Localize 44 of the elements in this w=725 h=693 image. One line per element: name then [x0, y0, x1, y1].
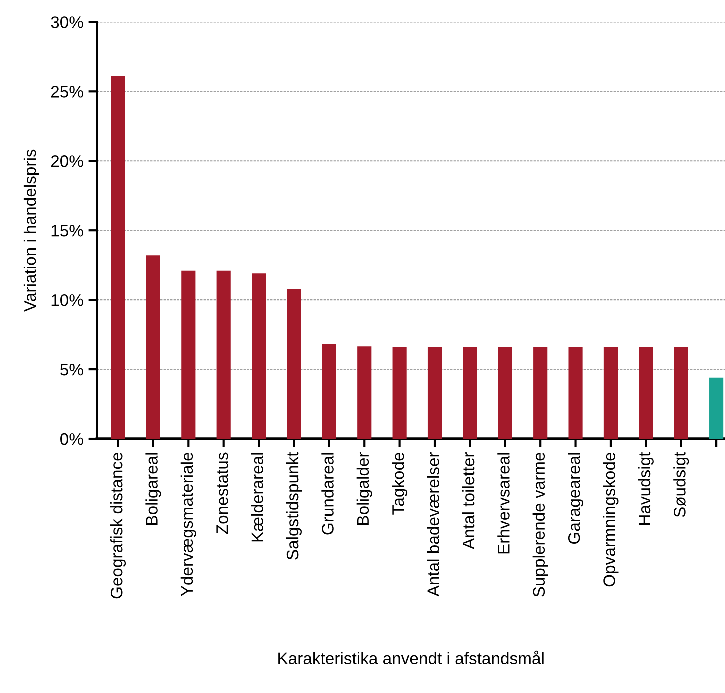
y-tick-label: 0%: [60, 433, 84, 446]
bar: [674, 347, 688, 440]
x-tick-label: Søudsigt: [674, 452, 690, 518]
bar: [534, 347, 548, 440]
y-tick-label: 30%: [51, 16, 84, 28]
x-tick-label: Boligalder: [356, 452, 372, 525]
bar: [604, 347, 618, 440]
x-tick-label: Geografisk distance: [110, 452, 126, 599]
x-tick-label: Grundareal: [322, 453, 334, 535]
bar: [392, 347, 407, 440]
bar: [498, 347, 512, 440]
bar: [182, 270, 196, 440]
y-tick-label: 10%: [52, 294, 84, 306]
bar: [322, 344, 336, 440]
bar: [639, 347, 654, 440]
bar: [216, 270, 231, 440]
bar: [358, 346, 372, 440]
bar: [111, 76, 126, 440]
y-tick-label: 20%: [51, 156, 84, 168]
x-tick-label: Supplerende varme: [532, 452, 548, 597]
y-tick-label: 15%: [52, 225, 84, 237]
x-tick-label: Antal badeværelser: [427, 452, 440, 597]
bar: [463, 347, 478, 440]
bar: [252, 274, 266, 440]
x-axis-title: Karakteristika anvendt i afstandsmål: [278, 650, 544, 665]
bar: [710, 378, 724, 440]
bar: [428, 347, 442, 440]
x-tick-label: Boligareal: [146, 453, 162, 525]
y-axis-title: Variation i handelspris: [24, 150, 40, 312]
x-tick-label: Erhvervsareal: [498, 453, 510, 554]
x-tick-label: Ydervægsmateriale: [180, 452, 196, 596]
bar: [287, 288, 302, 440]
x-tick-label: Havudsigt: [638, 452, 654, 525]
bar: [146, 256, 160, 440]
y-tick-label: 25%: [51, 86, 84, 98]
y-tick-label: 5%: [60, 364, 84, 376]
x-tick-label: Garageareal: [568, 453, 584, 544]
x-tick-label: Opvarmningskode: [603, 452, 619, 587]
bar: [568, 347, 583, 440]
x-tick-label: Kælderareal: [251, 453, 264, 542]
x-tick-label: Zonestatus: [216, 452, 228, 534]
x-tick-label: Antal toiletter: [462, 452, 475, 550]
x-tick-label: Salgstidspunkt: [286, 452, 302, 560]
x-tick-label: Tagkode: [392, 452, 408, 515]
